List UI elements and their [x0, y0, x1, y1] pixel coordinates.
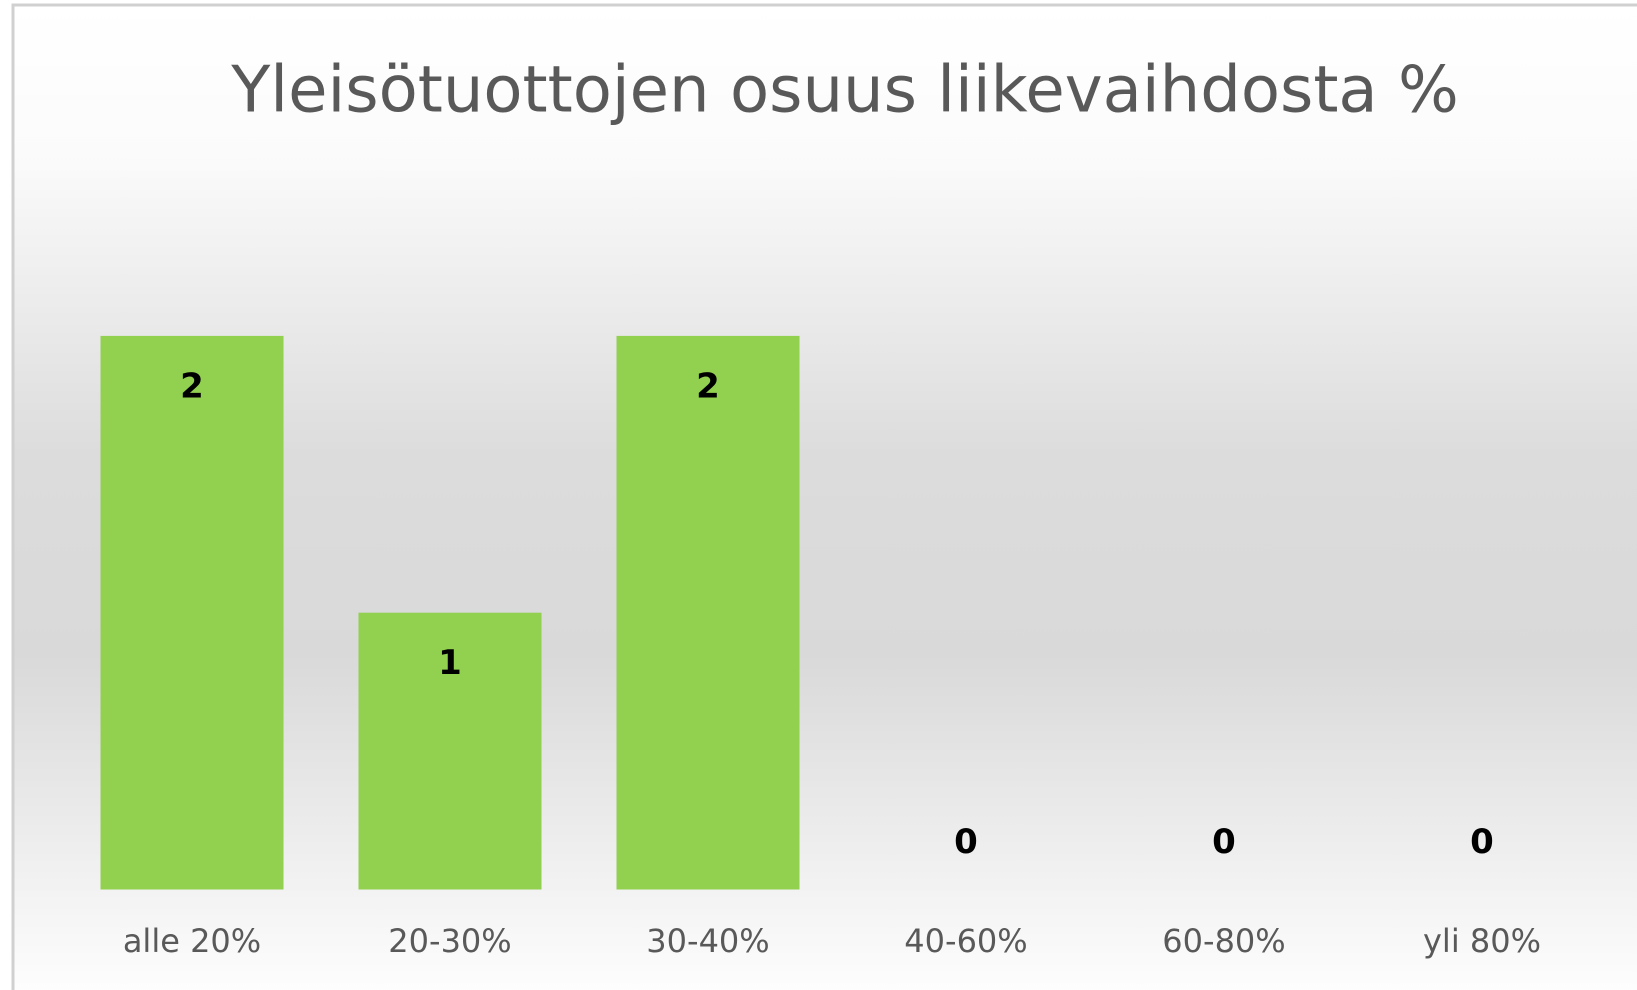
chart-title: Yleisötuottojen osuus liikevaihdosta %	[230, 54, 1459, 128]
bar	[100, 335, 284, 890]
x-tick-label: 60-80%	[1162, 922, 1285, 960]
x-tick-label: 40-60%	[904, 922, 1027, 960]
x-tick-label: 20-30%	[388, 922, 511, 960]
data-label: 0	[1470, 822, 1494, 862]
x-tick-label: alle 20%	[123, 922, 261, 960]
data-label: 0	[954, 822, 978, 862]
data-label: 2	[696, 366, 720, 406]
x-tick-label: 30-40%	[646, 922, 769, 960]
chart-background	[11, 3, 1637, 990]
x-tick-label: yli 80%	[1423, 922, 1541, 960]
data-label: 0	[1212, 822, 1236, 862]
bar	[358, 612, 542, 890]
bar	[616, 335, 800, 890]
data-label: 1	[438, 643, 462, 683]
data-label: 2	[180, 366, 204, 406]
